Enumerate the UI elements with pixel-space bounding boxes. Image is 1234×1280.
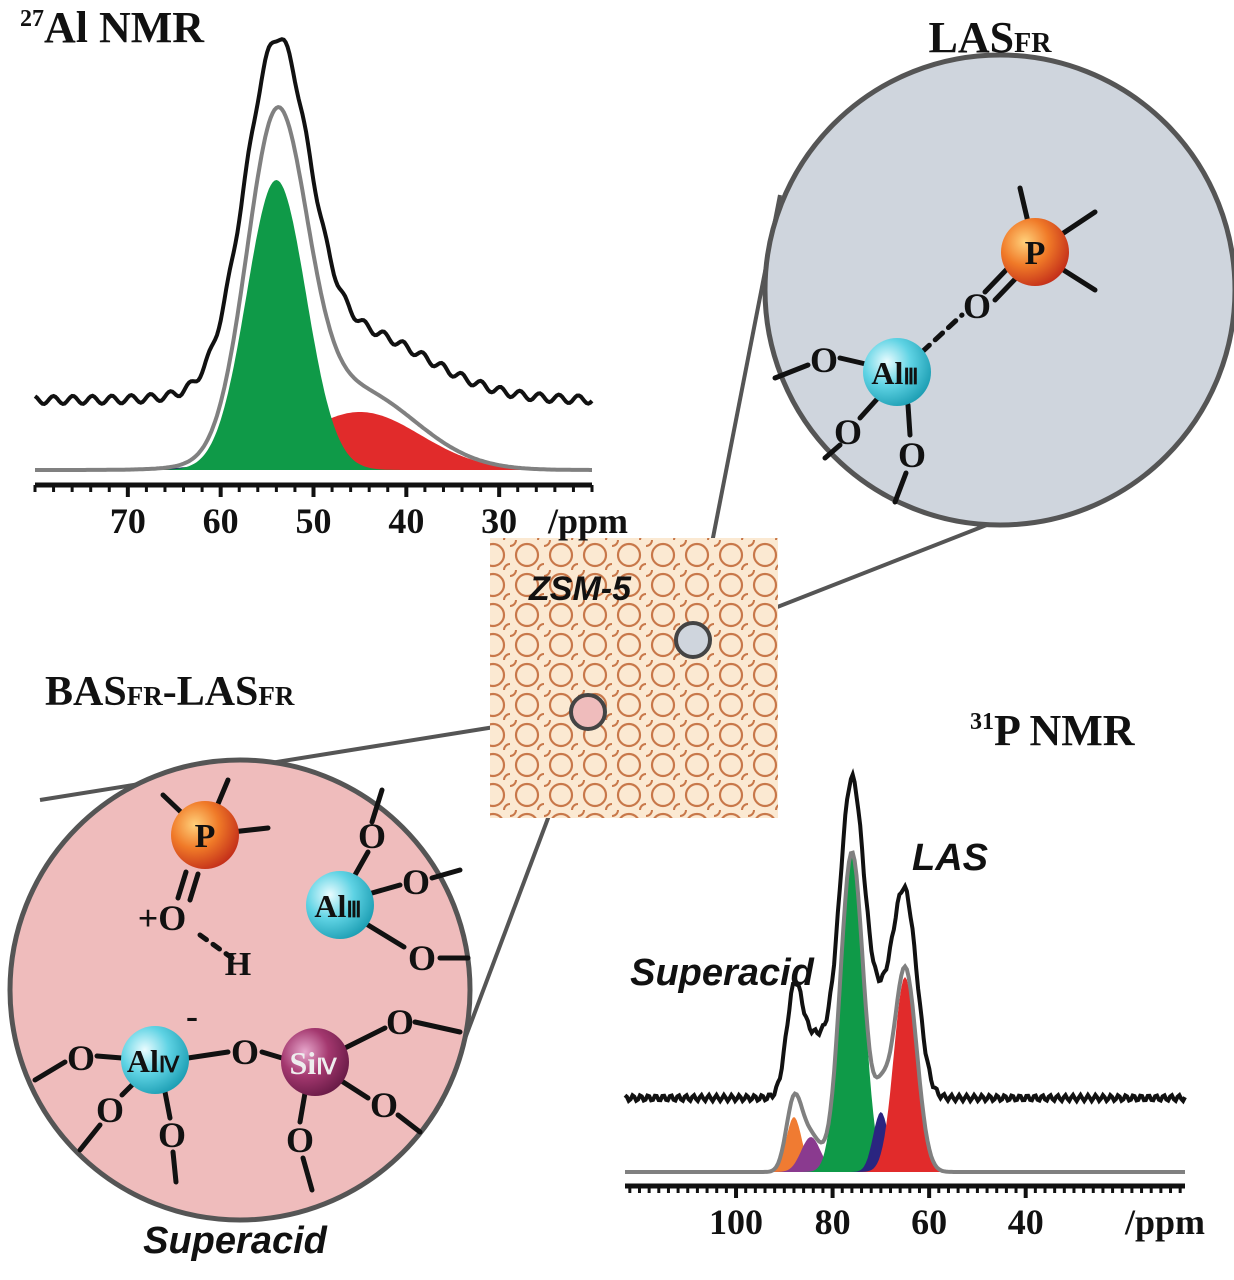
title: P NMR: [994, 706, 1136, 755]
atom: P: [195, 818, 216, 855]
atom-sub: Ⅲ: [903, 364, 918, 389]
zsm5-framework: [490, 538, 778, 818]
bas-structure: [32, 777, 471, 1193]
atom: O: [963, 286, 991, 326]
atom-sub: Ⅲ: [346, 897, 361, 922]
bas-site: [569, 693, 607, 731]
subscript: FR: [258, 681, 294, 711]
al-nmr-title: 27Al NMR: [20, 3, 205, 52]
x-axis-unit: /ppm: [547, 501, 628, 541]
x-tick-label: 60: [911, 1202, 947, 1242]
atom: O: [386, 1002, 414, 1042]
atom-sub: Ⅳ: [159, 1052, 180, 1077]
component-peak: [35, 180, 592, 470]
atom: H: [225, 946, 251, 983]
atom: O: [158, 1115, 186, 1155]
subscript: FR: [1014, 28, 1052, 59]
peak-label: Superacid: [630, 952, 815, 994]
atom: O: [898, 435, 926, 475]
superscript: 27: [20, 6, 44, 32]
peak-label: LAS: [912, 837, 988, 879]
x-tick-label: 80: [815, 1202, 851, 1242]
experimental-spectrum: [33, 37, 594, 407]
spectra: 70 60 50 40 30/ppm 100 80 60 40/ppm: [33, 37, 1205, 1242]
title: Al NMR: [44, 3, 205, 52]
experimental-spectrum: [623, 768, 1187, 1105]
atom-symbol: Al: [871, 355, 903, 391]
title: -LAS: [163, 669, 259, 715]
caption: Superacid: [143, 1220, 328, 1262]
charge: -: [186, 996, 198, 1036]
x-tick-label: 100: [709, 1202, 763, 1242]
atom: O: [286, 1120, 314, 1160]
bas-title: BASFR-LASFR: [45, 669, 295, 715]
superscript: 31: [970, 709, 994, 735]
x-axis-unit: /ppm: [1124, 1202, 1205, 1242]
component-peak: [625, 977, 1185, 1172]
x-tick-label: 60: [203, 501, 239, 541]
atom: AlⅣ: [127, 1043, 180, 1079]
las-zoom: [762, 52, 1234, 528]
x-tick-label: 50: [296, 501, 332, 541]
atom: AlⅢ: [314, 888, 361, 924]
atom: O: [96, 1090, 124, 1130]
x-tick-label: 40: [1008, 1202, 1044, 1242]
atom: O: [810, 340, 838, 380]
subscript: FR: [127, 681, 163, 711]
atom: O: [231, 1032, 259, 1072]
atom-symbol: Al: [127, 1043, 159, 1079]
atom: +O: [138, 898, 187, 938]
atom: O: [358, 816, 386, 856]
atom: O: [408, 938, 436, 978]
x-tick-label: 40: [388, 501, 424, 541]
x-tick-label: 30: [481, 501, 517, 541]
atom: O: [402, 862, 430, 902]
las-structure: [772, 185, 1098, 505]
las-site: [674, 621, 712, 659]
fit-envelope: [625, 850, 1185, 1174]
atom: O: [834, 412, 862, 452]
atom: AlⅢ: [871, 355, 918, 391]
atom: O: [370, 1085, 398, 1125]
atom-symbol: Al: [314, 888, 346, 924]
zsm5-label: ZSM-5: [528, 570, 632, 608]
p-nmr-title: 31P NMR: [970, 706, 1136, 755]
title: LAS: [929, 13, 1015, 62]
las-title: LASFR: [929, 13, 1053, 62]
atom-sub: Ⅳ: [316, 1054, 337, 1079]
title: BAS: [45, 669, 127, 715]
fit-envelope: [35, 104, 592, 472]
atom: SiⅣ: [290, 1045, 338, 1081]
atom: O: [67, 1038, 95, 1078]
atom: P: [1025, 235, 1046, 272]
x-tick-label: 70: [110, 501, 146, 541]
atom-symbol: Si: [290, 1045, 317, 1081]
